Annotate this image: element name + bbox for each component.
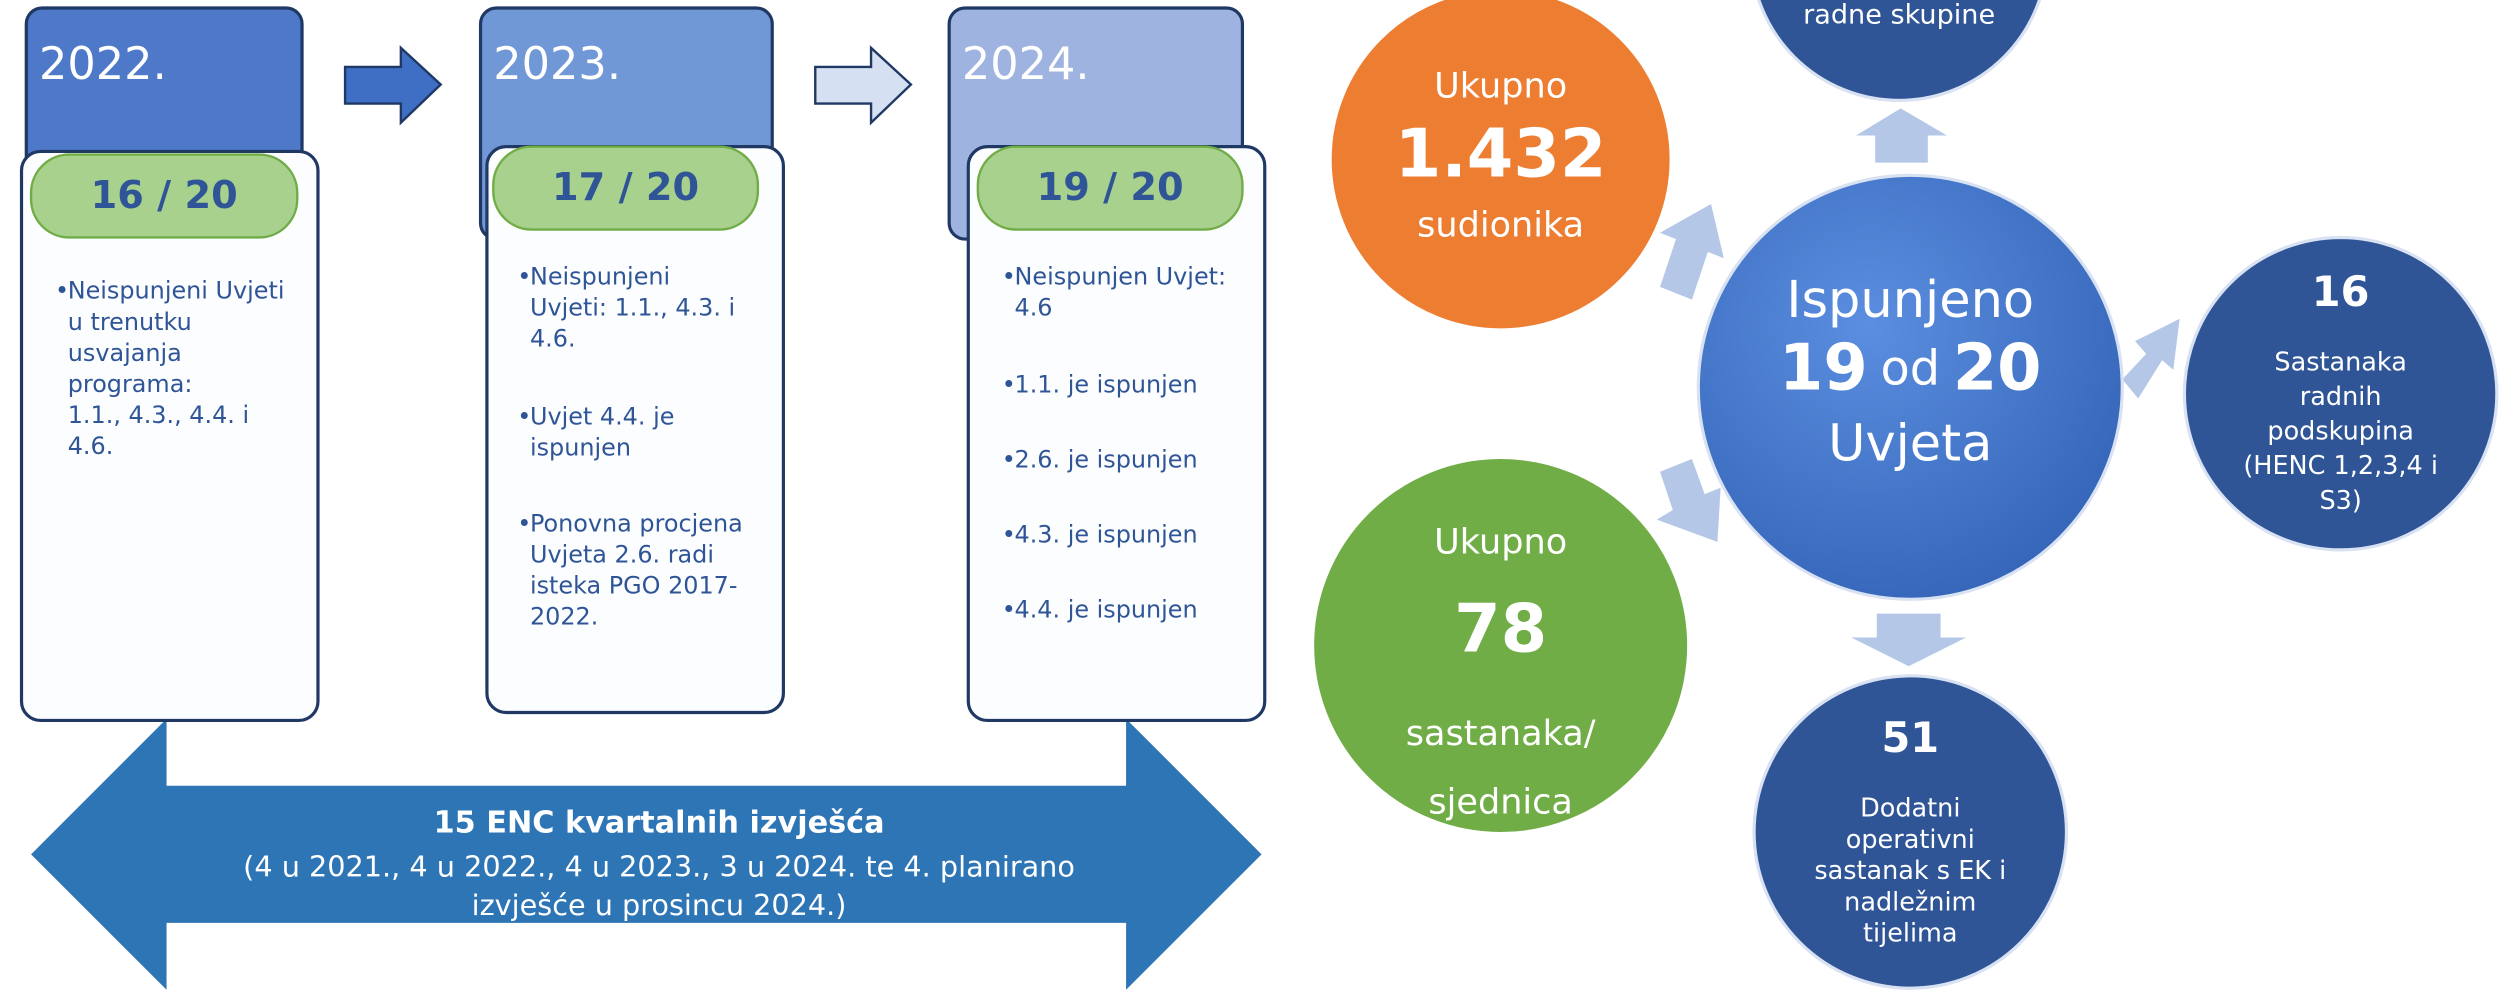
reports-title: 15 ENC kvartalnih izvješća — [434, 806, 885, 841]
bullet: • — [1002, 595, 1016, 623]
label: 51 — [1881, 714, 1939, 762]
item-text: isteka PGO 2017- — [530, 572, 738, 600]
item-text: 2022. — [530, 603, 598, 631]
item-text: 2.6. je ispunjen — [1015, 446, 1198, 474]
score: 19 / 20 — [1037, 165, 1184, 210]
number: 19 — [1779, 331, 1868, 405]
item-text: 1.1. je ispunjen — [1015, 371, 1198, 399]
item-text: Uvjeti: 1.1., 4.3. i — [530, 293, 735, 321]
item-text: 4.6 — [1015, 293, 1053, 321]
arrow — [814, 45, 913, 126]
label: sastanak s EK i — [1814, 856, 2006, 886]
bullet: • — [55, 277, 69, 305]
item-text: Uvjeta 2.6. radi — [530, 540, 714, 568]
year-card — [966, 145, 1267, 723]
arrow — [1851, 613, 1967, 667]
arrow — [1660, 204, 1724, 300]
score-pill — [29, 153, 299, 239]
label: Dodatni — [1860, 794, 1960, 824]
item-text: ispunjen — [530, 434, 631, 462]
label: radne skupine — [1803, 0, 1995, 30]
item-text: 4.6. — [530, 325, 576, 353]
item-text: Neispunjen Uvjet: — [1015, 262, 1227, 290]
circle — [1310, 455, 1691, 836]
center-count: 19 od 20 — [1779, 331, 2042, 405]
year: 2022. — [39, 38, 167, 90]
number: 20 — [1953, 331, 2042, 405]
item-text: Neispunjeni — [530, 262, 670, 290]
circle — [1328, 0, 1673, 332]
label: 16 — [2312, 268, 2370, 316]
label: sastanaka/ — [1406, 713, 1596, 754]
item-text: 4.6. — [68, 432, 114, 460]
label: radnih — [2300, 382, 2382, 412]
label: podskupina — [2267, 417, 2413, 447]
item-text: Neispunjeni Uvjeti — [68, 277, 285, 305]
arrow — [1856, 108, 1947, 163]
bullet: • — [1002, 446, 1016, 474]
year: 2023. — [493, 38, 621, 90]
year: 2024. — [962, 38, 1090, 90]
label: Ukupno — [1434, 66, 1567, 107]
score: 16 / 20 — [91, 173, 238, 218]
arrow — [2122, 318, 2180, 399]
year-card — [19, 149, 320, 723]
item-text: u trenutku — [68, 308, 192, 336]
item-text: 1.1., 4.3., 4.4. i — [68, 401, 249, 429]
label: 78 — [1454, 589, 1547, 667]
score-pill — [976, 145, 1244, 231]
label: Uvjeta — [1828, 414, 1992, 473]
label: od — [1880, 341, 1940, 396]
arrow — [343, 45, 443, 126]
circle — [1757, 0, 2042, 102]
score-pill — [492, 145, 760, 231]
bullet: • — [517, 509, 531, 537]
item-text: 4.3. je ispunjen — [1015, 521, 1198, 549]
reports-text: izvješće u prosincu 2024.) — [472, 888, 847, 922]
circle — [1696, 173, 2124, 601]
circle — [2182, 235, 2499, 552]
label: Ukupno — [1434, 522, 1567, 563]
bullet: • — [1002, 262, 1016, 290]
label: (HENC 1,2,3,4 i — [2243, 451, 2438, 481]
item-text: 4.4. je ispunjen — [1015, 595, 1198, 623]
label: sudionika — [1417, 204, 1584, 245]
bullet: • — [517, 403, 531, 431]
item-text: programa: — [68, 370, 193, 398]
bullet: • — [1002, 521, 1016, 549]
bullet: • — [517, 262, 531, 290]
item-text: usvajanja — [68, 339, 182, 367]
item-text: Ponovna procjena — [530, 509, 743, 537]
arrow — [1656, 459, 1721, 542]
double-arrow — [31, 718, 1262, 990]
label: S3) — [2319, 486, 2361, 516]
label: sjednica — [1428, 781, 1572, 822]
label: Ispunjeno — [1786, 271, 2034, 330]
label: nadležnim — [1844, 887, 1976, 917]
bullet: • — [1002, 371, 1016, 399]
score: 17 / 20 — [552, 165, 699, 210]
label: Sastanaka — [2274, 347, 2406, 377]
circle — [1752, 674, 2069, 990]
label: tijelima — [1863, 919, 1958, 949]
reports-text: (4 u 2021., 4 u 2022., 4 u 2023., 3 u 20… — [243, 850, 1075, 884]
label: 1.432 — [1395, 114, 1607, 192]
item-text: Uvjet 4.4. je — [530, 403, 674, 431]
label: operativni — [1846, 825, 1975, 855]
